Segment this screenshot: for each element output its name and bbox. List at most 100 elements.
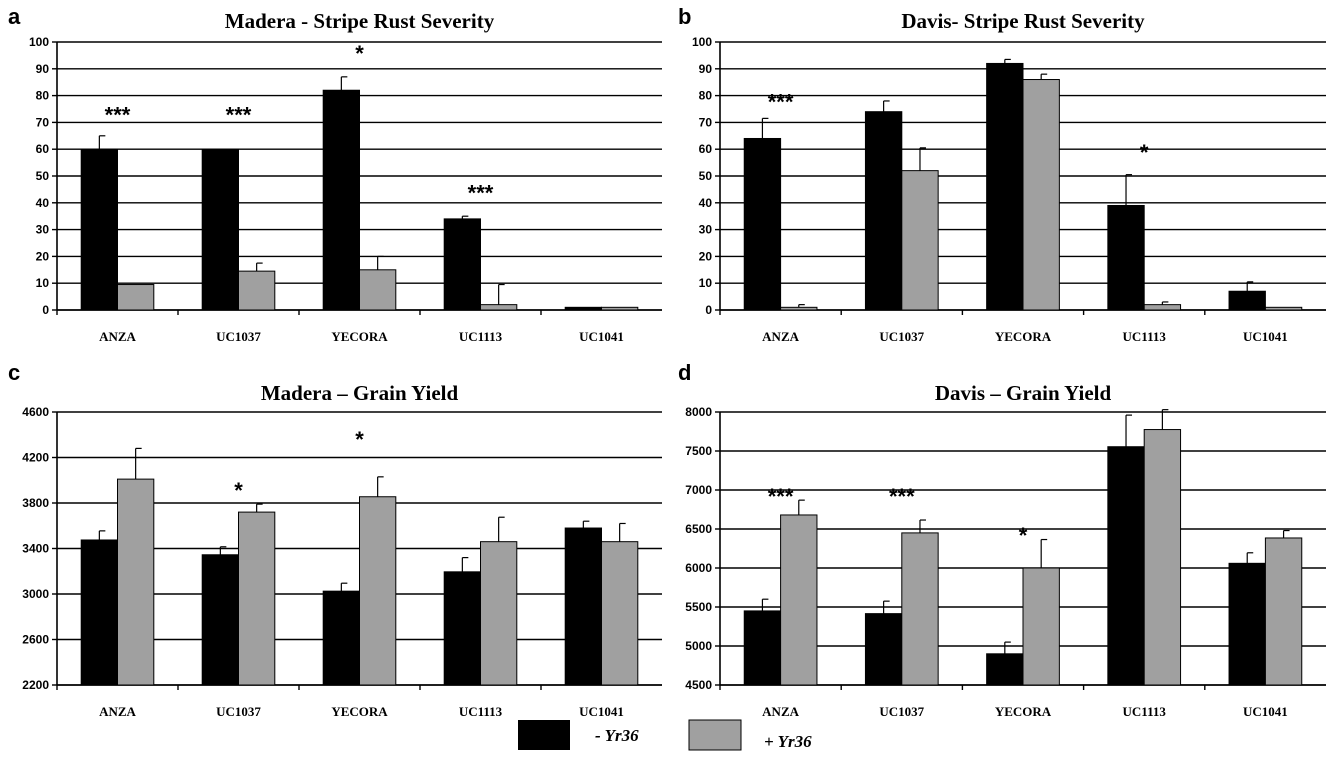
bar-plus-yr36-uc1037 (238, 511, 276, 686)
y-tick-label: 40 (699, 196, 713, 210)
y-tick-label: 5500 (685, 600, 712, 614)
y-tick-label: 50 (36, 169, 50, 183)
bar-minus-yr36-uc1037 (864, 613, 903, 686)
x-tick-label: UC1113 (1123, 704, 1167, 719)
y-tick-label: 3000 (22, 587, 49, 601)
bar-plus-yr36-anza (117, 478, 155, 686)
significance-marker: * (355, 427, 364, 452)
bar-minus-yr36-uc1041 (1228, 290, 1266, 311)
bar-minus-yr36-anza (743, 137, 782, 311)
bar-plus-yr36-yecora (1022, 79, 1060, 311)
y-tick-label: 3400 (22, 542, 49, 556)
x-tick-label: YECORA (995, 704, 1052, 719)
bar-plus-yr36-uc1041 (1264, 537, 1303, 686)
y-tick-label: 30 (699, 223, 713, 237)
legend: - Yr36 + Yr36 (518, 719, 812, 751)
significance-marker: *** (768, 89, 794, 114)
legend-label-plus-yr36: + Yr36 (764, 732, 812, 751)
y-tick-label: 20 (699, 249, 713, 263)
y-tick-label: 70 (36, 115, 50, 129)
bar-minus-yr36-anza (80, 539, 118, 686)
chart-panel-b: b Davis- Stripe Rust Severity 0 10 20 30 40 50 6… (678, 4, 1326, 344)
panel-letter: c (8, 360, 20, 385)
bar-plus-yr36-uc1041 (601, 541, 639, 686)
panel-letter: b (678, 4, 691, 29)
y-tick-label: 4200 (22, 451, 49, 465)
y-tick-label: 60 (36, 142, 50, 156)
chart-panel-d: d Davis – Grain Yield 4500 5000 5500 6000 6500… (678, 360, 1326, 719)
bar-plus-yr36-uc1113 (1143, 429, 1182, 686)
bar-minus-yr36-uc1041 (1228, 562, 1266, 686)
y-tick-label: 80 (699, 89, 713, 103)
bar-plus-yr36-uc1041 (601, 306, 639, 311)
y-tick-label: 50 (699, 169, 713, 183)
bar-minus-yr36-yecora (322, 89, 361, 311)
bar-minus-yr36-uc1113 (443, 218, 482, 311)
y-tick-label: 0 (42, 303, 49, 317)
y-tick-label: 80 (36, 89, 50, 103)
bar-minus-yr36-yecora (322, 590, 361, 686)
x-tick-label: ANZA (762, 704, 799, 719)
x-tick-label: UC1037 (216, 329, 261, 344)
x-tick-label: UC1113 (459, 329, 503, 344)
chart-panel-c: c Madera – Grain Yield 2200 2600 3000 3400 380… (8, 360, 662, 719)
y-tick-label: 6500 (685, 522, 712, 536)
panel-letter: a (8, 4, 21, 29)
bar-minus-yr36-uc1113 (443, 571, 482, 686)
y-tick-label: 60 (699, 142, 713, 156)
x-tick-label: UC1041 (1243, 329, 1288, 344)
bar-plus-yr36-anza (780, 306, 818, 311)
x-tick-label: UC1041 (579, 704, 624, 719)
bar-plus-yr36-uc1037 (901, 170, 939, 311)
x-tick-label: UC1113 (459, 704, 503, 719)
bar-minus-yr36-yecora (986, 62, 1024, 311)
x-tick-label: UC1037 (879, 329, 924, 344)
bar-plus-yr36-uc1113 (480, 304, 518, 311)
significance-marker: * (355, 41, 364, 66)
bar-minus-yr36-yecora (986, 653, 1024, 686)
bar-minus-yr36-uc1041 (564, 306, 603, 311)
x-tick-label: ANZA (99, 329, 136, 344)
chart-panel-a: a Madera - Stripe Rust Severity 0 10 20 30 40 5… (8, 4, 662, 344)
bar-minus-yr36-anza (80, 148, 118, 311)
y-tick-label: 90 (36, 62, 50, 76)
significance-marker: *** (105, 103, 131, 128)
panel-letter: d (678, 360, 691, 385)
y-tick-label: 100 (29, 35, 49, 49)
bar-plus-yr36-uc1037 (238, 270, 276, 311)
x-tick-label: YECORA (331, 329, 388, 344)
legend-swatch-plus-yr36 (688, 719, 742, 751)
significance-marker: *** (226, 103, 252, 128)
legend-swatch-minus-yr36 (518, 720, 570, 750)
significance-marker: *** (889, 484, 915, 509)
bar-minus-yr36-uc1037 (201, 554, 239, 686)
legend-label-minus-yr36: - Yr36 (595, 726, 639, 745)
bar-plus-yr36-anza (117, 284, 155, 311)
y-tick-label: 6000 (685, 561, 712, 575)
bar-plus-yr36-uc1041 (1264, 306, 1303, 311)
y-tick-label: 4600 (22, 405, 49, 419)
bar-plus-yr36-uc1113 (1143, 304, 1182, 311)
y-tick-label: 40 (36, 196, 50, 210)
y-tick-label: 100 (692, 35, 712, 49)
x-tick-label: UC1037 (216, 704, 261, 719)
significance-marker: * (1019, 523, 1028, 548)
bar-minus-yr36-uc1113 (1107, 204, 1145, 311)
y-tick-label: 3800 (22, 496, 49, 510)
y-tick-label: 2600 (22, 633, 49, 647)
y-tick-label: 2200 (22, 678, 49, 692)
chart-title: Davis – Grain Yield (935, 381, 1112, 405)
significance-marker: * (1140, 140, 1149, 165)
y-tick-label: 30 (36, 223, 50, 237)
y-tick-label: 7500 (685, 444, 712, 458)
bar-minus-yr36-uc1037 (864, 111, 903, 311)
x-tick-label: YECORA (331, 704, 388, 719)
bar-plus-yr36-uc1113 (480, 541, 518, 686)
bar-minus-yr36-uc1113 (1107, 446, 1145, 686)
y-tick-label: 5000 (685, 639, 712, 653)
bar-plus-yr36-yecora (359, 496, 397, 686)
bar-plus-yr36-uc1037 (901, 532, 939, 686)
bar-minus-yr36-uc1037 (201, 148, 239, 311)
bar-minus-yr36-uc1041 (564, 527, 603, 686)
x-tick-label: YECORA (995, 329, 1052, 344)
